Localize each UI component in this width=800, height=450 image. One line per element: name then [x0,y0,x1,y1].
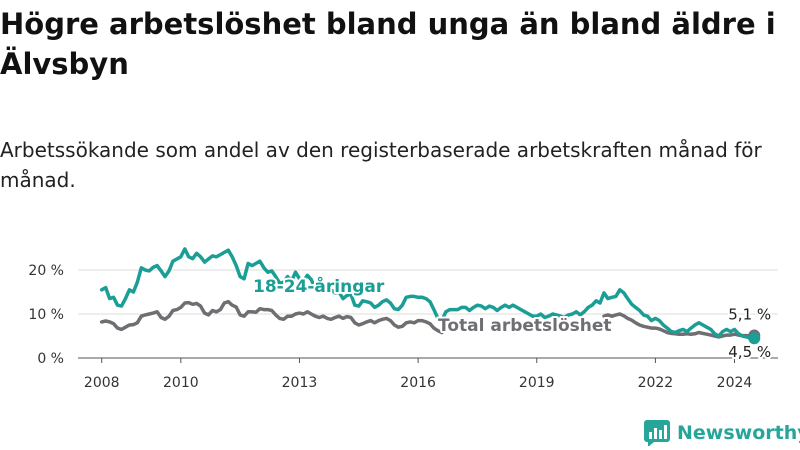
grid-lines [78,269,778,315]
chart-subtitle: Arbetssökande som andel av den registerb… [0,138,762,192]
newsworthy-logo-icon [644,420,670,446]
x-tick-label: 2013 [282,375,318,391]
x-tick-label: 2019 [519,375,555,391]
series-line-total [99,299,757,339]
x-tick-label: 2024 [717,375,753,391]
y-axis-ticks: 0 % 10 % 20 % [28,263,64,367]
y-tick-label: 20 % [28,263,64,279]
x-tick-label: 2010 [163,375,199,391]
y-tick-label: 10 % [28,307,64,323]
end-label-youth: 4,5 % [728,343,771,361]
series-label-total: Total arbetslöshet [438,316,612,336]
y-tick-label: 0 % [37,351,64,367]
x-tick-label: 2008 [84,375,120,391]
newsworthy-logo: Newsworthy [644,418,800,448]
chart-title: Högre arbetslöshet bland unga än bland ä… [0,7,776,81]
series-lines [99,247,761,345]
x-tick-label: 2016 [400,375,436,391]
series-endpoint-youth [748,332,761,345]
series-line-youth [99,247,757,340]
series-label-youth: 18-24-åringar [253,275,385,297]
end-label-total: 5,1 % [728,306,771,324]
series-labels: 18-24-åringar Total arbetslöshet 5,1 % 4,5 … [251,273,773,363]
x-axis: 2008 2010 2013 2016 2019 2022 2024 [78,357,778,391]
x-tick-label: 2022 [638,375,674,391]
newsworthy-logo-text: Newsworthy [677,422,800,444]
